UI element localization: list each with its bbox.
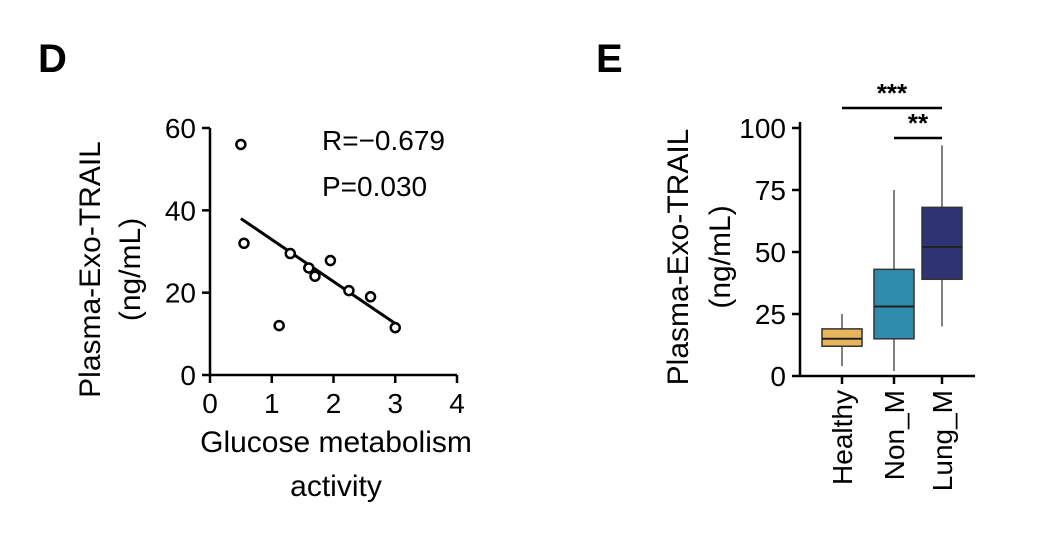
d-y-tick-label: 60 <box>165 113 196 144</box>
d-data-point <box>273 319 285 332</box>
e-y-tick-label: 100 <box>739 113 786 144</box>
d-x-ticks: 0 1 2 3 4 <box>202 375 465 419</box>
e-y-tick-label: 25 <box>755 299 786 330</box>
e-box-group <box>821 314 863 367</box>
d-axes <box>208 128 457 377</box>
box-chart: Plasma-Exo-TRAIL (ng/mL) 0 25 50 75 100 Healt… <box>662 78 975 491</box>
e-x-tick-label: Lung_M <box>927 390 958 491</box>
d-x-axis-label: Glucose metabolism activity <box>200 426 472 503</box>
d-data-point <box>284 247 297 260</box>
e-y-tick-label: 0 <box>770 361 786 392</box>
d-x-tick-label: 4 <box>449 388 465 419</box>
d-data-point <box>364 291 377 303</box>
d-y-tick-label: 40 <box>165 195 196 226</box>
e-significance: ***** <box>842 78 942 140</box>
d-x-axis-label-line: activity <box>290 470 382 503</box>
d-y-axis-label-line: (ng/mL) <box>114 218 147 321</box>
d-points <box>235 138 401 334</box>
e-box-group <box>921 145 963 327</box>
d-y-tick-label: 20 <box>165 278 196 309</box>
e-y-axis-label: Plasma-Exo-TRAIL (ng/mL) <box>662 129 737 386</box>
d-y-axis-label-line: Plasma-Exo-TRAIL <box>74 141 107 398</box>
d-data-point <box>309 270 321 282</box>
e-x-tick-label: Non_M <box>879 390 910 480</box>
e-y-ticks: 0 25 50 75 100 <box>739 113 800 392</box>
e-y-tick-label: 75 <box>755 175 786 206</box>
e-box <box>821 328 863 347</box>
panel-label-d: D <box>38 37 67 81</box>
scatter-chart: Plasma-Exo-TRAIL (ng/mL) 0 20 40 60 0 1 2 3 4 R=… <box>74 113 472 503</box>
d-data-point <box>324 254 337 267</box>
d-x-tick-label: 3 <box>387 388 403 419</box>
d-stat-annotation: R=−0.679 <box>322 125 445 156</box>
e-y-axis-label-line: (ng/mL) <box>704 205 737 308</box>
panel-label-e: E <box>596 37 623 81</box>
d-y-tick-label: 0 <box>180 360 196 391</box>
d-x-tick-label: 2 <box>326 388 342 419</box>
e-significance-label: *** <box>877 78 908 108</box>
d-fit-line-group <box>240 217 397 325</box>
d-x-axis-label-line: Glucose metabolism <box>200 426 472 459</box>
d-stat-annotation: P=0.030 <box>322 171 427 202</box>
e-y-axis-label-line: Plasma-Exo-TRAIL <box>662 129 695 386</box>
d-x-tick-label: 0 <box>202 388 218 419</box>
d-annotations: R=−0.679 P=0.030 <box>322 125 445 202</box>
d-data-point <box>235 138 247 151</box>
d-x-tick-label: 1 <box>264 388 280 419</box>
d-y-ticks: 0 20 40 60 <box>165 113 210 391</box>
e-significance-label: ** <box>908 108 929 138</box>
e-x-ticks: Healthy Non_M Lung_M <box>827 376 958 491</box>
d-data-point <box>303 262 315 274</box>
d-data-point <box>389 321 401 334</box>
e-box <box>921 206 963 281</box>
d-data-point <box>343 284 355 297</box>
d-data-point <box>238 237 250 250</box>
e-boxes <box>821 145 963 372</box>
e-x-tick-label: Healthy <box>827 390 858 485</box>
d-fit-line <box>240 217 397 325</box>
e-axes <box>798 122 975 378</box>
d-y-axis-label: Plasma-Exo-TRAIL (ng/mL) <box>74 141 147 398</box>
e-y-tick-label: 50 <box>755 237 786 268</box>
e-box <box>873 268 915 340</box>
e-box-group <box>873 190 915 372</box>
